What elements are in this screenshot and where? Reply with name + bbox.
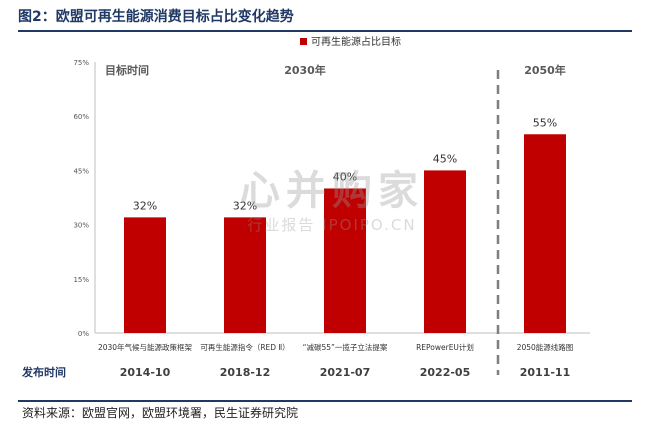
group-label: 2030年 [284,63,326,77]
group-label: 2050年 [524,63,566,77]
legend-swatch [300,38,307,45]
bar [124,217,166,333]
group-label: 目标时间 [105,63,149,77]
legend-label: 可再生能源占比目标 [311,35,401,48]
category-label: 2030年气候与能源政策框架 [98,342,193,352]
release-date-label: 2021-07 [320,366,371,379]
bar [224,217,266,333]
y-tick-label: 60% [73,113,89,121]
bar-chart: 可再生能源占比目标 0% 15% 30% 45% 60% 75% 目标时间 2030年 205… [21,35,590,379]
figure-title: 图2：欧盟可再生能源消费目标占比变化趋势 [18,9,294,25]
y-tick-label: 45% [73,167,89,175]
data-label: 32% [133,199,157,212]
bar [324,188,366,333]
category-label: REPowerEU计划 [416,342,474,352]
bars [124,134,566,333]
row-label: 发布时间 [21,365,66,379]
y-tick-label: 0% [78,330,89,338]
release-date-label: 2022-05 [420,366,471,379]
title-rule [18,30,632,32]
source-note: 资料来源：欧盟官网，欧盟环境署，民生证券研究院 [22,406,299,420]
bar [424,170,466,333]
footer-rule [18,400,632,402]
legend: 可再生能源占比目标 [300,35,401,48]
data-label: 45% [433,152,457,165]
category-label: “减碳55”一揽子立法提案 [303,342,388,352]
labels: 目标时间 2030年 2050年 32% 32% 40% 45% 55% 2030年气候与能源政… [21,63,573,379]
data-label: 40% [333,170,357,183]
y-tick-label: 75% [73,59,89,67]
data-label: 32% [233,199,257,212]
data-label: 55% [533,116,557,129]
category-label: 可再生能源指令（RED Ⅱ） [200,342,289,352]
release-date-label: 2014-10 [120,366,171,379]
bar [524,134,566,333]
category-label: 2050能源线路图 [517,342,574,352]
y-tick-label: 15% [73,276,89,284]
y-tick-label: 30% [73,222,89,230]
release-date-label: 2011-11 [520,366,571,379]
release-date-label: 2018-12 [220,366,271,379]
